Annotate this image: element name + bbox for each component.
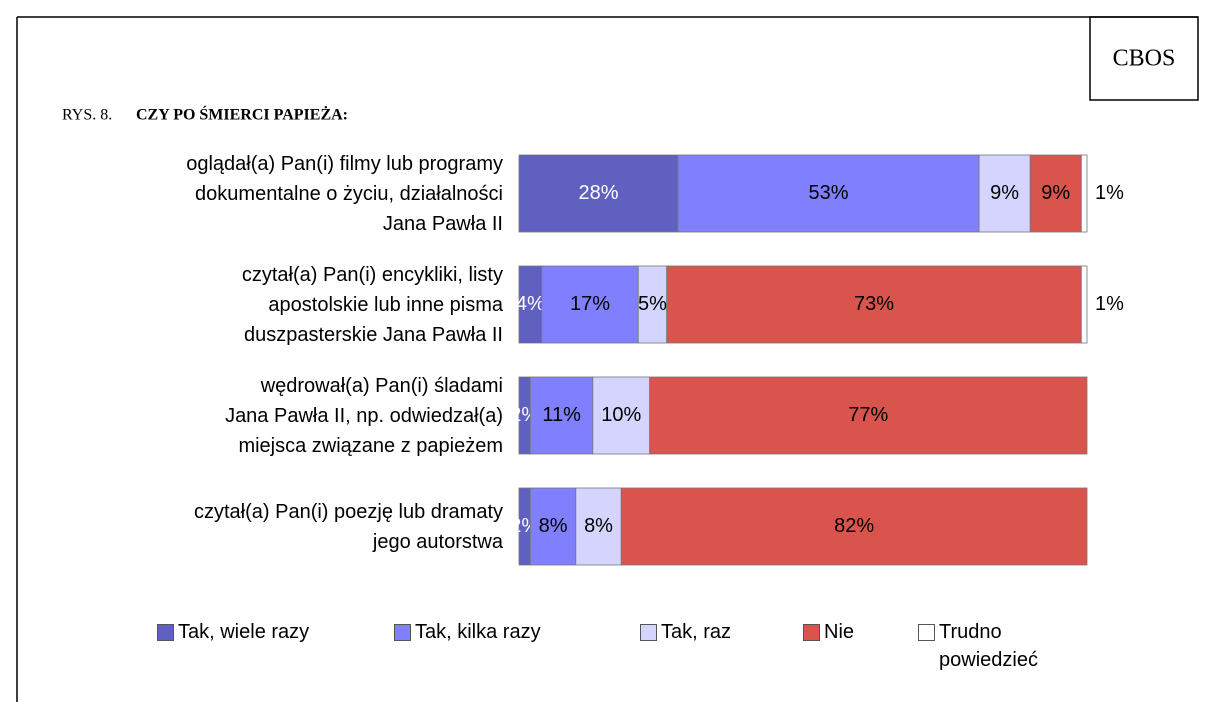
value-label: 9% (1041, 182, 1070, 204)
bar-segment (1029, 154, 1082, 233)
legend-label: Tak, wiele razy (178, 621, 310, 643)
value-label: 28% (579, 182, 619, 204)
value-label: 17% (570, 293, 610, 315)
value-label: 8% (584, 515, 613, 537)
legend-label: Tak, raz (661, 621, 732, 643)
category-label: czytał(a) Pan(i) encykliki, listy aposto… (241, 263, 503, 346)
value-label: 9% (990, 182, 1019, 204)
bar-segment (518, 154, 679, 233)
legend-swatch (803, 624, 820, 641)
value-label: 1% (1095, 182, 1124, 204)
figure-label: RYS. 8. (62, 107, 112, 124)
legend-swatch (918, 624, 935, 641)
category-label: oglądał(a) Pan(i) filmy lub programy dok… (186, 152, 503, 235)
value-label: 82% (834, 515, 874, 537)
legend-label: Tak, kilka razy (415, 621, 541, 643)
legend-label: Nie (824, 621, 855, 643)
value-label: 4% (516, 293, 545, 315)
bar-segment (529, 376, 594, 455)
value-label: 10% (601, 404, 641, 426)
bar-segment (592, 376, 651, 455)
value-label: 53% (809, 182, 849, 204)
value-label: 5% (638, 293, 667, 315)
bar-segment (649, 376, 1088, 455)
category-label: czytał(a) Pan(i) poezję lub dramaty jego… (193, 500, 503, 553)
category-label: wędrował(a) Pan(i) śladami Jana Pawła II… (225, 374, 503, 457)
bar-segment (529, 487, 577, 566)
value-label: 77% (848, 404, 888, 426)
legend-swatch (640, 624, 657, 641)
legend-swatch (394, 624, 411, 641)
value-label: 1% (1095, 293, 1124, 315)
source: CBOS (1113, 46, 1176, 72)
bar-segment (620, 487, 1088, 566)
bar-segment (1080, 265, 1088, 344)
bar-segment (637, 265, 668, 344)
bar-segment (1080, 154, 1088, 233)
legend-label: Trudno powiedzieć (939, 621, 1038, 671)
source-box (1089, 16, 1199, 101)
chart-title: CZY PO ŚMIERCI PAPIEŻA: (136, 105, 348, 124)
value-label: 73% (854, 293, 894, 315)
value-label: 11% (542, 404, 581, 426)
value-label: 8% (539, 515, 568, 537)
bar-segment (666, 265, 1082, 344)
bar-segment (978, 154, 1031, 233)
bar-segment (541, 265, 639, 344)
legend-swatch (157, 624, 174, 641)
